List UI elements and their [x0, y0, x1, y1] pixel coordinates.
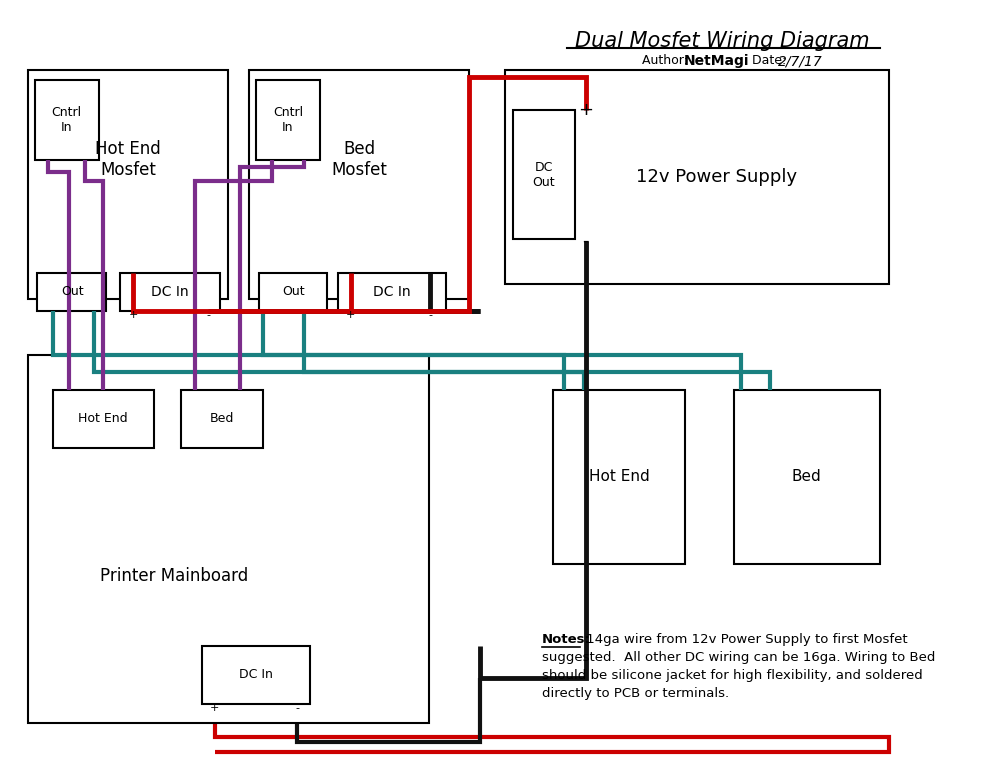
- Text: Bed: Bed: [792, 468, 822, 484]
- Text: Cntrl
In: Cntrl In: [52, 106, 82, 134]
- Bar: [29, 71, 228, 299]
- Bar: [505, 71, 889, 283]
- Text: NetMagi: NetMagi: [684, 55, 748, 68]
- Bar: [29, 356, 428, 723]
- Text: DC
Out: DC Out: [533, 161, 555, 188]
- Text: -: -: [428, 310, 432, 320]
- Text: 2/7/17: 2/7/17: [777, 55, 822, 68]
- Bar: [255, 80, 320, 160]
- Text: +: +: [129, 310, 138, 320]
- Bar: [338, 273, 446, 310]
- Bar: [35, 80, 98, 160]
- Text: 14ga wire from 12v Power Supply to first Mosfet: 14ga wire from 12v Power Supply to first…: [582, 633, 908, 646]
- Text: +: +: [210, 703, 220, 713]
- Text: 12v Power Supply: 12v Power Supply: [636, 168, 797, 186]
- Text: Hot End
Mosfet: Hot End Mosfet: [95, 141, 161, 179]
- Text: Out: Out: [282, 285, 304, 298]
- Text: Dual Mosfet Wiring Diagram: Dual Mosfet Wiring Diagram: [575, 31, 869, 51]
- Bar: [249, 71, 469, 299]
- Text: Hot End: Hot End: [79, 412, 128, 425]
- Text: directly to PCB or terminals.: directly to PCB or terminals.: [542, 687, 729, 700]
- Text: -: -: [295, 703, 299, 713]
- Text: DC In: DC In: [151, 285, 189, 299]
- Text: Bed: Bed: [210, 412, 235, 425]
- Bar: [258, 273, 327, 310]
- Text: -: -: [207, 310, 211, 320]
- Bar: [119, 273, 221, 310]
- Bar: [202, 646, 310, 703]
- Text: DC In: DC In: [373, 285, 411, 299]
- Text: Bed
Mosfet: Bed Mosfet: [331, 141, 387, 179]
- Bar: [553, 390, 685, 564]
- Bar: [38, 273, 106, 310]
- Text: should be silicone jacket for high flexibility, and soldered: should be silicone jacket for high flexi…: [542, 669, 922, 682]
- Text: Notes:: Notes:: [542, 633, 590, 646]
- Bar: [53, 390, 153, 448]
- Text: Hot End: Hot End: [589, 468, 650, 484]
- Text: Date:: Date:: [752, 55, 790, 68]
- Bar: [734, 390, 880, 564]
- Text: suggested.  All other DC wiring can be 16ga. Wiring to Bed: suggested. All other DC wiring can be 16…: [542, 651, 935, 664]
- Text: Out: Out: [61, 285, 83, 298]
- Text: DC In: DC In: [239, 668, 272, 681]
- Bar: [513, 110, 575, 239]
- Text: -: -: [582, 232, 588, 250]
- Text: +: +: [579, 101, 593, 119]
- Text: Printer Mainboard: Printer Mainboard: [100, 567, 248, 584]
- Text: Author:: Author:: [642, 55, 692, 68]
- Bar: [181, 390, 263, 448]
- Text: +: +: [346, 310, 356, 320]
- Text: Cntrl
In: Cntrl In: [272, 106, 303, 134]
